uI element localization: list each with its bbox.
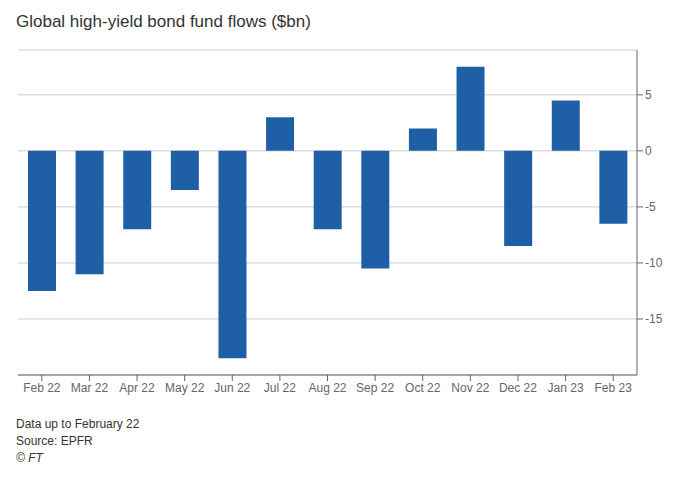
svg-text:Sep 22: Sep 22 — [356, 381, 394, 395]
html-text:Source: EPFR: Source: EPFR — [16, 434, 93, 448]
svg-text:Mar 22: Mar 22 — [71, 381, 109, 395]
svg-text:-10: -10 — [645, 256, 663, 270]
svg-text:-5: -5 — [645, 200, 656, 214]
svg-text:Dec 22: Dec 22 — [499, 381, 537, 395]
svg-text:Apr 22: Apr 22 — [119, 381, 155, 395]
svg-text:Feb 23: Feb 23 — [595, 381, 633, 395]
html-text:Global high-yield bond fund fl: Global high-yield bond fund flows ($bn) — [16, 12, 311, 31]
svg-text:Jun 22: Jun 22 — [214, 381, 250, 395]
svg-text:0: 0 — [645, 144, 652, 158]
svg-text:Nov 22: Nov 22 — [451, 381, 489, 395]
svg-text:-15: -15 — [645, 312, 663, 326]
svg-text:Jan 23: Jan 23 — [548, 381, 584, 395]
html-text:Data up to February 22: Data up to February 22 — [16, 417, 140, 431]
svg-text:May 22: May 22 — [165, 381, 205, 395]
svg-text:Jul 22: Jul 22 — [264, 381, 296, 395]
svg-text:Feb 22: Feb 22 — [23, 381, 61, 395]
svg-text:Oct 22: Oct 22 — [405, 381, 441, 395]
svg-text:Aug 22: Aug 22 — [308, 381, 346, 395]
svg-text:5: 5 — [645, 88, 652, 102]
html-text:© FT: © FT — [16, 451, 43, 465]
